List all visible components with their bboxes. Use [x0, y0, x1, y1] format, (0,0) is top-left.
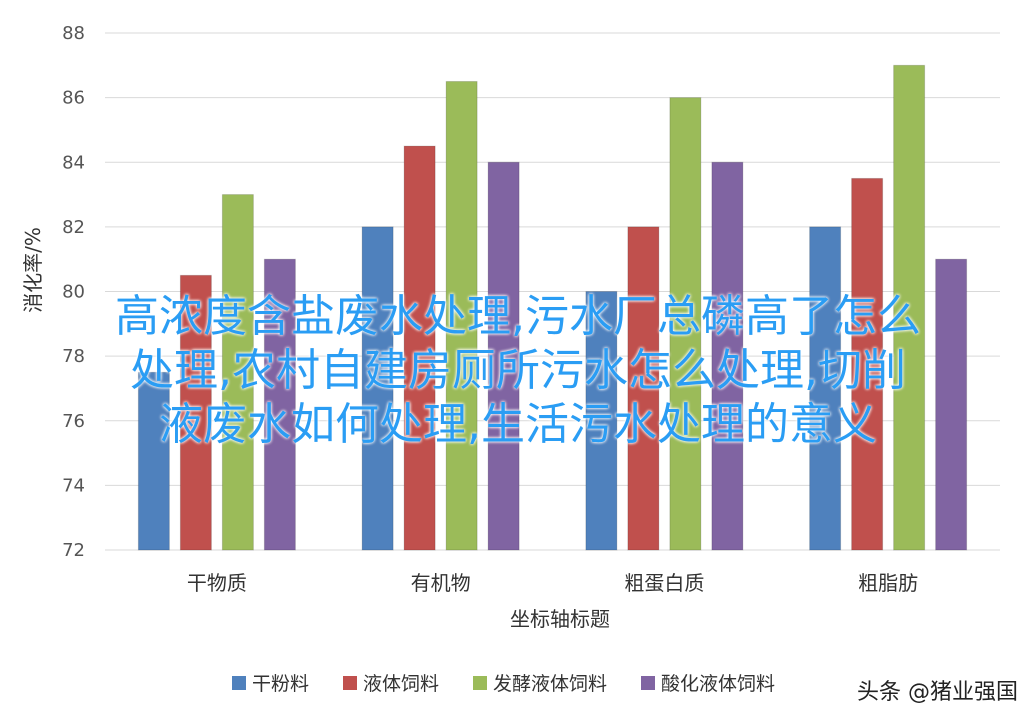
- bar: [669, 97, 702, 551]
- watermark: 头条 @猪业强国: [857, 680, 1018, 705]
- y-tick-label: 88: [62, 23, 85, 44]
- category-label: 有机物: [411, 571, 471, 595]
- bar: [445, 80, 478, 551]
- bar: [627, 226, 660, 551]
- bar: [403, 145, 436, 551]
- y-tick-label: 76: [62, 411, 85, 432]
- bar: [935, 258, 968, 551]
- bar: [893, 64, 926, 551]
- y-tick-label: 78: [62, 346, 85, 367]
- gridlines: [105, 32, 1000, 551]
- overlay-text-line-2: 处理,农村自建房厕所污水怎么处理,切削: [130, 345, 906, 396]
- y-tick-label: 74: [62, 475, 85, 496]
- category-label: 粗蛋白质: [624, 571, 704, 595]
- x-axis-title: 坐标轴标题: [510, 607, 610, 631]
- legend-label: 液体饲料: [363, 673, 439, 695]
- bar: [809, 226, 842, 551]
- bar: [487, 161, 520, 551]
- y-tick-label: 72: [62, 540, 85, 561]
- legend-swatch: [641, 676, 655, 690]
- bar: [179, 274, 212, 551]
- category-labels: 干物质 有机物 粗蛋白质 粗脂肪: [187, 571, 918, 595]
- bar: [263, 258, 296, 551]
- legend: 干粉料 液体饲料 发酵液体饲料 酸化液体饲料: [232, 673, 775, 695]
- y-tick-labels: 72 74 76 78 80 82 84 86 88: [62, 23, 85, 561]
- y-tick-label: 82: [62, 217, 85, 238]
- bar: [221, 194, 254, 551]
- overlay-text-line-3: 液废水如何处理,生活污水处理的意义: [159, 399, 877, 450]
- legend-swatch: [473, 676, 487, 690]
- bar: [711, 161, 744, 551]
- y-axis-title: 消化率/%: [21, 227, 45, 313]
- y-tick-label: 86: [62, 88, 85, 109]
- overlay-text-line-1: 高浓度含盐废水处理,污水厂总磷高了怎么: [115, 291, 921, 342]
- y-tick-label: 84: [62, 152, 85, 173]
- legend-swatch: [343, 676, 357, 690]
- bar: [137, 371, 170, 551]
- bars: [137, 64, 968, 551]
- category-label: 粗脂肪: [858, 571, 918, 595]
- category-label: 干物质: [187, 571, 247, 595]
- legend-label: 发酵液体饲料: [493, 673, 607, 695]
- bar: [361, 226, 394, 551]
- bar: [585, 291, 618, 551]
- y-tick-label: 80: [62, 282, 85, 303]
- bar: [851, 177, 884, 551]
- legend-label: 干粉料: [252, 673, 309, 695]
- legend-swatch: [232, 676, 246, 690]
- legend-label: 酸化液体饲料: [661, 673, 775, 695]
